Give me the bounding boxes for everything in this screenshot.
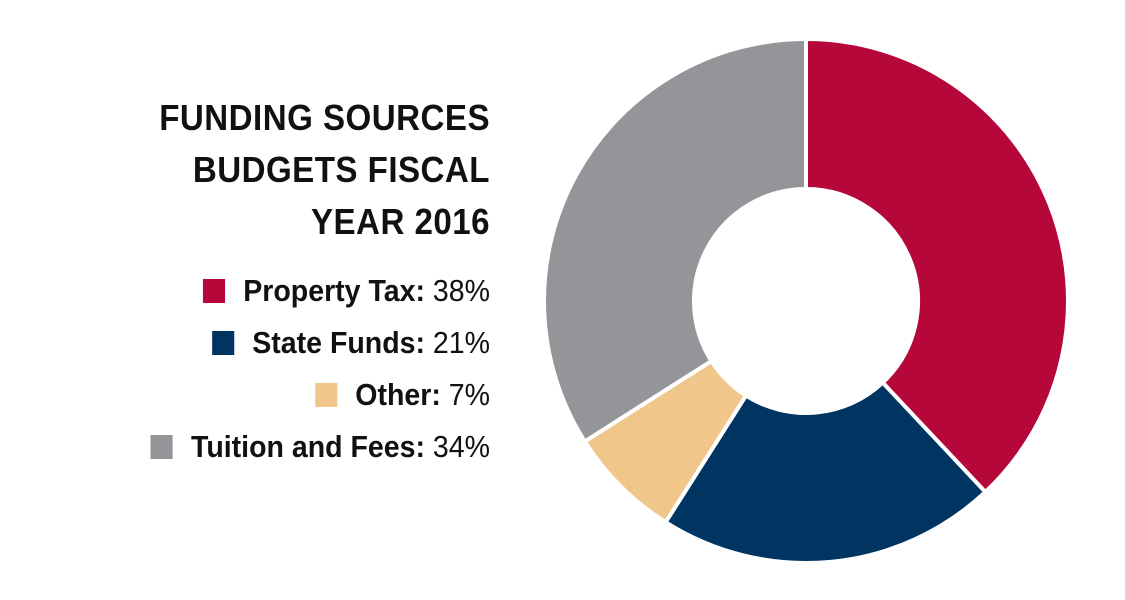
legend-swatch-state-funds xyxy=(211,331,234,355)
donut-slice-property-tax xyxy=(804,36,1070,495)
legend-value-property-tax: 38% xyxy=(432,273,490,308)
legend-value-state-funds: 21% xyxy=(432,325,490,360)
legend-label-tuition-and-fees: Tuition and Fees: xyxy=(191,429,433,464)
legend-label-state-funds: State Funds: xyxy=(252,325,433,360)
chart-title-line-2: BUDGETS FISCAL xyxy=(192,149,490,190)
legend-item-tuition-and-fees: Tuition and Fees: 34% xyxy=(94,421,490,473)
legend-label-other: Other: xyxy=(355,377,449,412)
legend-swatch-property-tax xyxy=(202,279,225,303)
legend-item-state-funds: State Funds: 21% xyxy=(94,317,490,369)
chart-title-line-3: YEAR 2016 xyxy=(310,201,490,242)
chart-title-line-1: FUNDING SOURCES xyxy=(159,97,490,138)
chart-legend: Property Tax: 38% State Funds: 21% Other… xyxy=(60,265,490,473)
legend-item-property-tax: Property Tax: 38% xyxy=(94,265,490,317)
donut-slice-state-funds xyxy=(662,379,989,565)
legend-label-property-tax: Property Tax: xyxy=(243,273,433,308)
donut-slice-tuition-and-fees xyxy=(542,36,808,445)
legend-item-other: Other: 7% xyxy=(94,369,490,421)
legend-swatch-other xyxy=(314,383,337,407)
legend-value-tuition-and-fees: 34% xyxy=(432,429,490,464)
legend-swatch-tuition-and-fees xyxy=(150,435,173,459)
chart-title: FUNDING SOURCES BUDGETS FISCAL YEAR 2016 xyxy=(94,92,490,248)
legend-value-other: 7% xyxy=(448,377,490,412)
